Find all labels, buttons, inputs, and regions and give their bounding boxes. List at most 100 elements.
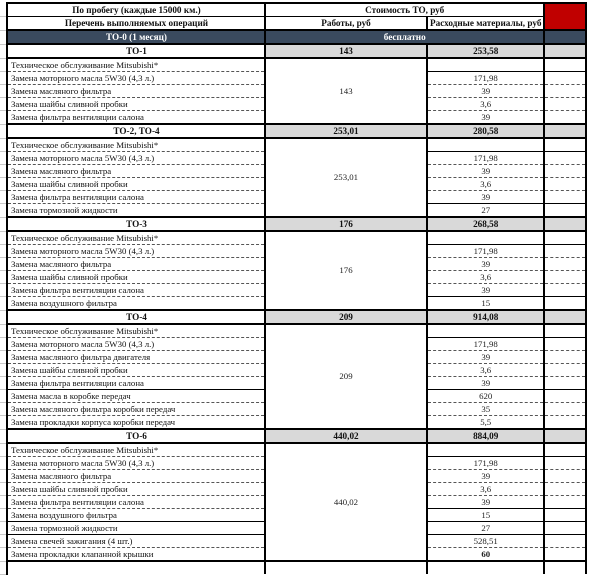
empty-cell: [265, 560, 428, 574]
right-margin-cell: [544, 203, 588, 217]
operation-name: Замена масляного фильтра коробки передач: [6, 402, 266, 416]
operation-name: Замена тормозной жидкости: [6, 521, 266, 535]
left-margin-cell: [0, 456, 7, 470]
left-margin-cell: [0, 110, 7, 125]
operation-material-cost: 39: [427, 110, 546, 124]
header-operations: Перечень выполняемых операций: [6, 16, 266, 31]
right-margin-cell: [544, 43, 588, 59]
section-materials-total: 280,58: [427, 123, 546, 139]
left-margin-cell: [0, 97, 7, 111]
right-margin-cell: [544, 151, 588, 165]
section-materials-total: 914,08: [427, 309, 546, 325]
right-margin-cell: [544, 495, 588, 509]
left-margin-cell: [0, 324, 7, 338]
operation-name: Замена масляного фильтра: [6, 469, 266, 483]
operation-material-cost: 3,6: [427, 97, 546, 111]
right-margin-cell: [544, 123, 588, 139]
right-margin-cell: [544, 270, 588, 284]
operation-material-cost: 171,98: [427, 151, 546, 165]
section-works-merged: 209: [265, 324, 428, 429]
right-margin-cell: [544, 84, 588, 98]
header-works: Работы, руб: [265, 16, 428, 31]
operation-name: Замена тормозной жидкости: [6, 203, 266, 217]
left-margin-cell: [0, 203, 7, 218]
left-margin-cell: [0, 190, 7, 204]
section-works-total: 253,01: [265, 123, 428, 139]
operation-name: Техническое обслуживание Mitsubishi*: [6, 231, 266, 245]
operation-name: Замена фильтра вентиляции салона: [6, 283, 266, 297]
left-margin-cell: [0, 350, 7, 364]
operation-name: Замена фильтра вентиляции салона: [6, 110, 266, 124]
right-margin-cell: [544, 283, 588, 297]
operation-name: Замена шайбы сливной пробки: [6, 97, 266, 111]
operation-material-cost: 3,6: [427, 270, 546, 284]
left-margin-cell: [0, 16, 7, 31]
left-margin-cell: [0, 376, 7, 390]
operation-material-cost: [427, 58, 546, 72]
left-margin-cell: [0, 443, 7, 457]
section-materials-total: 268,58: [427, 216, 546, 232]
operation-name: Замена прокладки клапанной крышки: [6, 547, 266, 561]
left-margin-cell: [0, 164, 7, 178]
operation-name: Замена воздушного фильтра: [6, 508, 266, 522]
operation-material-cost: 39: [427, 257, 546, 271]
left-margin-cell: [0, 337, 7, 351]
left-margin-cell: [0, 3, 7, 17]
right-margin-cell: [544, 58, 588, 72]
operation-name: Замена прокладки корпуса коробки передач: [6, 415, 266, 429]
operation-material-cost: 39: [427, 495, 546, 509]
left-margin-cell: [0, 389, 7, 403]
left-margin-cell: [0, 71, 7, 85]
operation-material-cost: 3,6: [427, 363, 546, 377]
operation-material-cost: 39: [427, 376, 546, 390]
section-label: ТО-6: [6, 428, 266, 444]
section-works-total: 440,02: [265, 428, 428, 444]
left-margin-cell: [0, 30, 7, 45]
operation-name: Техническое обслуживание Mitsubishi*: [6, 138, 266, 152]
left-margin-cell: [0, 231, 7, 245]
operation-name: Замена масляного фильтра: [6, 257, 266, 271]
operation-material-cost: 39: [427, 190, 546, 204]
operation-name: Замена моторного масла 5W30 (4,3 л.): [6, 337, 266, 351]
header-cost: Стоимость ТО, руб: [265, 2, 546, 17]
operation-material-cost: 620: [427, 389, 546, 403]
right-margin-cell: [544, 30, 588, 45]
right-margin-cell: [544, 428, 588, 444]
operation-material-cost: 39: [427, 350, 546, 364]
operation-material-cost: 171,98: [427, 337, 546, 351]
right-margin-cell: [544, 402, 588, 416]
right-margin-cell: [544, 71, 588, 85]
operation-name: Техническое обслуживание Mitsubishi*: [6, 324, 266, 338]
right-margin-cell: [544, 190, 588, 204]
operation-material-cost: 171,98: [427, 456, 546, 470]
operation-material-cost: 528,51: [427, 534, 546, 548]
operation-material-cost: [427, 324, 546, 338]
right-margin-cell: [544, 508, 588, 522]
red-marker-cell: [544, 2, 588, 31]
section-works-total: 143: [265, 43, 428, 59]
operation-material-cost: 15: [427, 508, 546, 522]
operation-material-cost: 39: [427, 469, 546, 483]
section-works-total: 209: [265, 309, 428, 325]
right-margin-cell: [544, 456, 588, 470]
right-margin-cell: [544, 482, 588, 496]
service-table: По пробегу (каждые 15000 км.) Стоимость Т…: [0, 2, 588, 575]
operation-material-cost: 39: [427, 164, 546, 178]
left-margin-cell: [0, 257, 7, 271]
left-margin-cell: [0, 58, 7, 72]
left-margin-cell: [0, 363, 7, 377]
left-margin-cell: [0, 84, 7, 98]
right-margin-cell: [544, 547, 588, 561]
right-margin-cell: [544, 389, 588, 403]
operation-name: Замена шайбы сливной пробки: [6, 482, 266, 496]
operation-name: Техническое обслуживание Mitsubishi*: [6, 58, 266, 72]
section-materials-total: 884,09: [427, 428, 546, 444]
operation-name: Замена шайбы сливной пробки: [6, 177, 266, 191]
operation-name: Замена фильтра вентиляции салона: [6, 495, 266, 509]
header-mileage: По пробегу (каждые 15000 км.): [6, 2, 266, 17]
left-margin-cell: [0, 547, 7, 562]
empty-cell: [427, 560, 546, 574]
empty-cell: [6, 560, 266, 574]
left-margin-cell: [0, 217, 7, 232]
operation-name: Техническое обслуживание Mitsubishi*: [6, 443, 266, 457]
